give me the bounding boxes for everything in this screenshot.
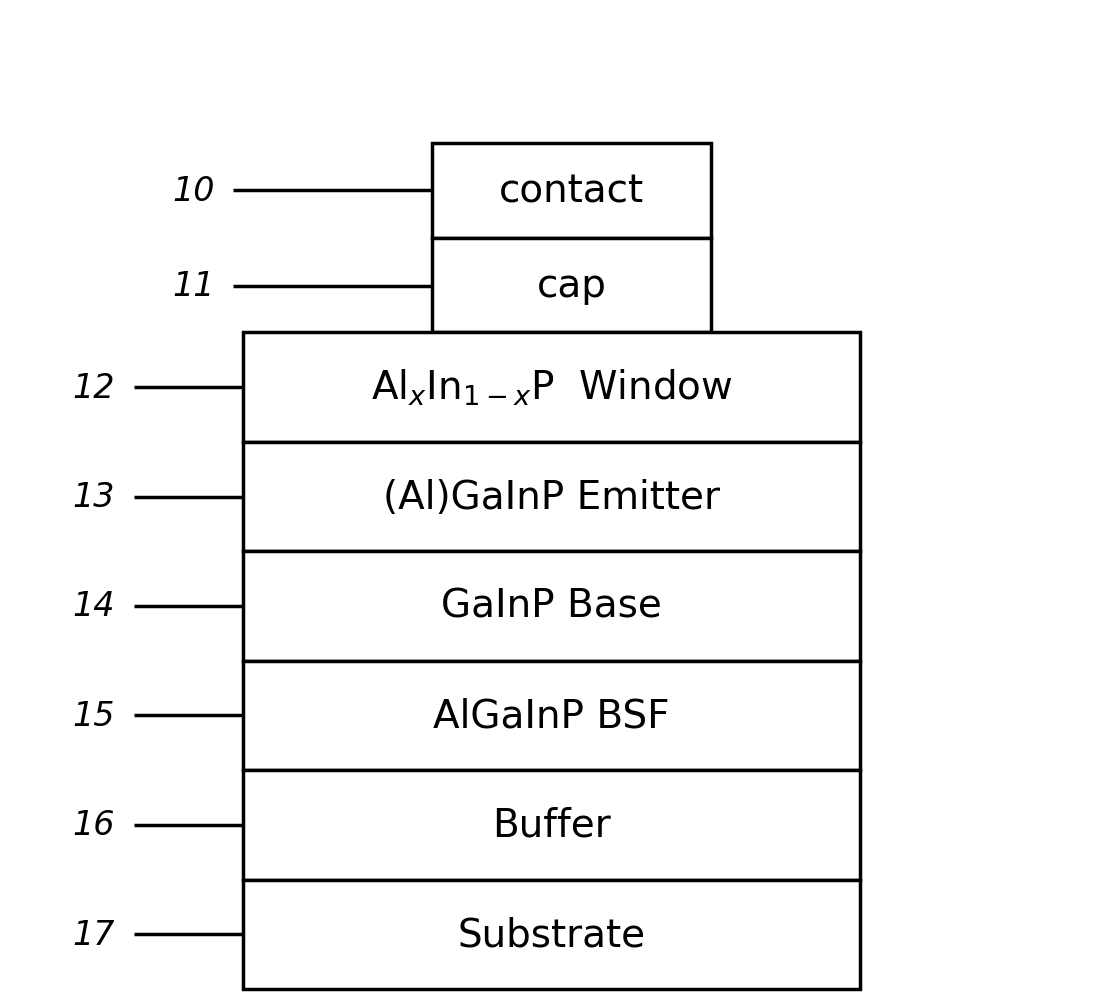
Text: 13: 13 bbox=[73, 480, 115, 514]
Text: 11: 11 bbox=[172, 269, 215, 303]
Bar bbox=[243, 770, 860, 880]
Text: 15: 15 bbox=[73, 699, 115, 733]
Bar bbox=[432, 144, 710, 239]
Text: Substrate: Substrate bbox=[458, 915, 645, 953]
Text: (Al)GaInP Emitter: (Al)GaInP Emitter bbox=[383, 478, 720, 516]
Bar bbox=[243, 880, 860, 989]
Bar bbox=[243, 333, 860, 442]
Bar bbox=[243, 661, 860, 770]
Text: 12: 12 bbox=[73, 371, 115, 405]
Bar bbox=[243, 552, 860, 661]
Text: 14: 14 bbox=[73, 589, 115, 623]
Text: cap: cap bbox=[536, 266, 607, 305]
Bar bbox=[432, 239, 710, 333]
Text: Buffer: Buffer bbox=[492, 806, 611, 844]
Text: contact: contact bbox=[499, 172, 644, 211]
Bar bbox=[243, 442, 860, 552]
Text: AlGaInP BSF: AlGaInP BSF bbox=[433, 697, 670, 735]
Text: GaInP Base: GaInP Base bbox=[441, 587, 662, 625]
Text: Al$_x$In$_{1-x}$P  Window: Al$_x$In$_{1-x}$P Window bbox=[371, 368, 732, 408]
Text: 16: 16 bbox=[73, 808, 115, 842]
Text: 10: 10 bbox=[172, 174, 215, 208]
Text: 17: 17 bbox=[73, 917, 115, 951]
